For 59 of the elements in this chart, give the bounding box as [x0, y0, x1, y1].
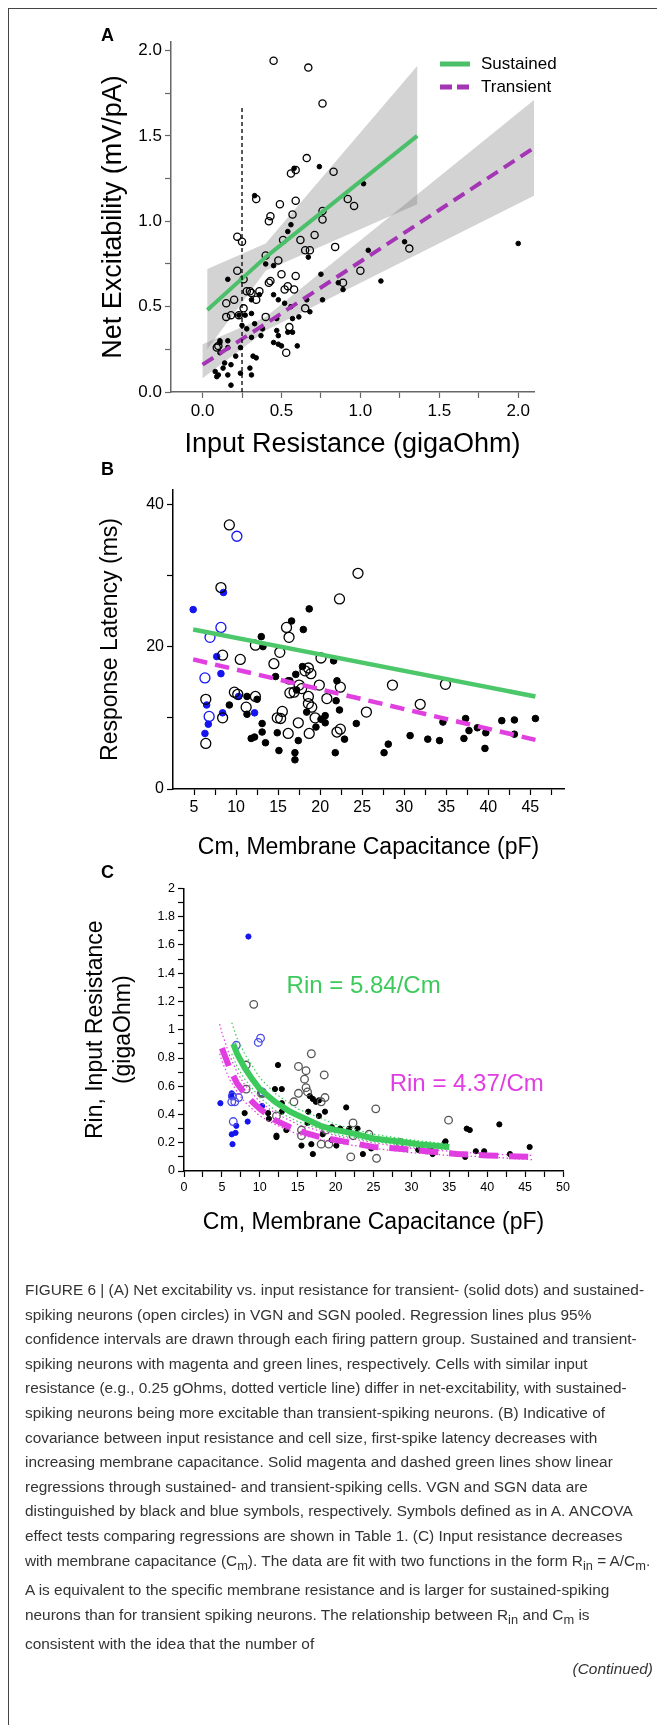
y-tick-label: 1.2 [157, 993, 176, 1008]
chart-title: B [101, 459, 114, 480]
text: (Continued) [571, 1659, 653, 1680]
y-tick-label: 1.0 [138, 210, 162, 230]
x-tick-label: 40 [480, 1179, 495, 1194]
chart-title: A [101, 25, 114, 46]
y-tick-label: 1.8 [157, 909, 176, 924]
chart-title: C [101, 862, 114, 883]
x-tick-label: 25 [353, 798, 372, 816]
y-tick-label: 0.4 [157, 1106, 176, 1121]
x-tick-label: 5 [218, 1179, 226, 1194]
x-tick-label: 10 [252, 1179, 267, 1194]
y-axis-title: Rin, Input Resistance (gigaOhm) [81, 920, 135, 1140]
x-tick-label: 15 [269, 798, 288, 816]
x-tick-label: 5 [189, 798, 199, 816]
y-tick-label: 0.6 [157, 1078, 176, 1093]
y-tick-label: 0.8 [157, 1050, 176, 1065]
x-tick-label: 0.0 [190, 400, 215, 420]
y-tick-label: 0.0 [138, 381, 162, 401]
y-tick-label: 2.0 [138, 40, 162, 60]
x-tick-label: 45 [518, 1179, 533, 1194]
text: FIGURE 6 | (A) Net excitability vs. input resistance for transient- (solid dots) and sustained-spiking neurons (open circles) in VGN and SGN pooled. Regression lines plus 95% confidence intervals are drawn through each firing pattern group. Sustained and transient-spiking neurons with magenta and green lines, respectively. Cells with similar input resistance (e.g., 0.25 gOhms, dotted verticle line) differ in net-excitability, with sustained-spiking neurons being more excitable than transient-spiking neurons. (B) Indicative of covariance between input resistance and cell size, first-spike latency decreases with increasing membrane capacitance. Solid magenta and dashed green lines show linear regressions through sustained- and transient-spiking cells. VGN and SGN data are distinguished by black and blue symbols, respectively. Symbols defined as in A. ANCOVA effect tests comparing regressions are shown in Table 1. (C) Input resistance decreases with membrane capacitance (C$_{m}$). The data are fit with two functions in the form R$_{in}$ = A/C$_{m}$. A is equivalent to the specific membrane resistance and is larger for sustained-spiking neurons than for transient spiking neurons. The relationship between R$_{in}$ and C$_{m}$ is consistent with the idea that the number of [25, 1281, 651, 1653]
y-tick-label: 1.6 [157, 937, 176, 952]
x-tick-label: 40 [479, 798, 498, 816]
x-tick-label: 30 [395, 798, 414, 816]
y-axis-title: Net Excitability (mV/pA) [96, 75, 127, 359]
x-axis-title: Cm, Membrane Capacitance (pF) [197, 832, 540, 859]
y-tick-label: 1 [168, 1022, 176, 1037]
x-axis-title: Cm, Membrane Capacitance (pF) [202, 1207, 545, 1234]
x-tick-label: 50 [556, 1179, 570, 1194]
x-tick-label: 0 [180, 1179, 188, 1194]
annotation: Rin = 5.84/Cm [286, 970, 441, 998]
x-tick-label: 45 [521, 798, 540, 816]
y-tick-label: 1.4 [157, 965, 176, 980]
annotation: Rin = 4.37/Cm [389, 1069, 544, 1097]
y-tick-label: 0 [168, 1163, 176, 1178]
x-tick-label: 30 [404, 1179, 419, 1194]
x-tick-label: 1.0 [348, 400, 373, 420]
y-tick-label: 20 [146, 637, 165, 655]
x-tick-label: 20 [328, 1179, 343, 1194]
y-tick-label: 40 [146, 494, 165, 512]
x-tick-label: 15 [290, 1179, 305, 1194]
x-tick-label: 35 [437, 798, 456, 816]
y-tick-label: 0.5 [138, 296, 162, 316]
x-tick-label: 35 [442, 1179, 457, 1194]
y-tick-label: 0.2 [157, 1135, 176, 1150]
y-tick-label: 2 [168, 880, 176, 895]
x-axis-title: Input Resistance (gigaOhm) [184, 428, 521, 459]
x-tick-label: 1.5 [427, 400, 452, 420]
y-tick-label: 1.5 [138, 125, 162, 145]
x-tick-label: 25 [366, 1179, 381, 1194]
x-tick-label: 2.0 [506, 400, 531, 420]
x-tick-label: 0.5 [269, 400, 294, 420]
y-axis-title: Response Latency (ms) [96, 518, 123, 761]
x-tick-label: 20 [311, 798, 330, 816]
legend-label: Transient [481, 76, 552, 96]
legend-label: Sustained [481, 53, 557, 73]
x-tick-label: 10 [227, 798, 246, 816]
y-tick-label: 0 [155, 779, 165, 797]
